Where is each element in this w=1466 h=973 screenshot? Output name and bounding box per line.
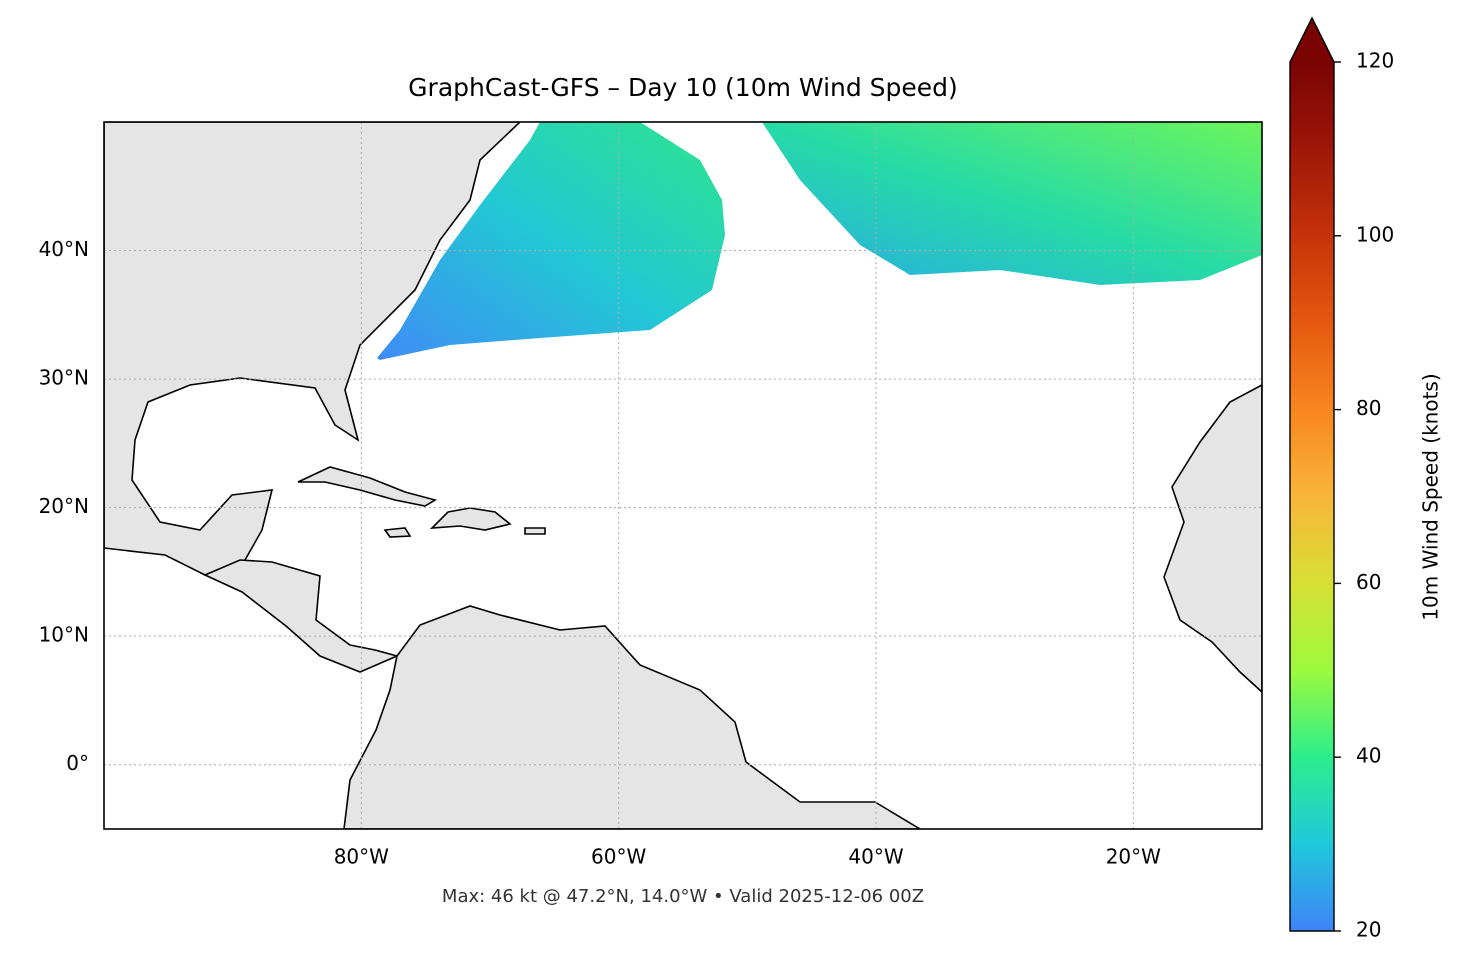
y-tick-label: 30°N [39, 366, 89, 390]
colorbar-outline [1289, 16, 1335, 932]
y-tick-label: 20°N [39, 494, 89, 518]
land-central-america [203, 559, 400, 673]
x-tick-label: 40°W [848, 845, 903, 869]
land-south-america [343, 605, 922, 829]
x-tick-label: 60°W [591, 845, 646, 869]
x-tick-label: 20°W [1106, 845, 1161, 869]
y-tick-label: 10°N [39, 623, 89, 647]
land-jamaica [383, 527, 412, 538]
colorbar-tick-label: 120 [1356, 49, 1394, 73]
land-africa [1163, 384, 1262, 694]
wind-field [762, 122, 1262, 285]
map-frame [103, 121, 1263, 830]
colorbar-tick-label: 40 [1356, 744, 1381, 768]
land-north-america [104, 122, 522, 576]
y-tick-label: 0° [66, 751, 89, 775]
chart-title: GraphCast-GFS – Day 10 (10m Wind Speed) [408, 73, 958, 102]
colorbar [1290, 62, 1334, 931]
colorbar-tick-label: 80 [1356, 396, 1381, 420]
colorbar-label: 10m Wind Speed (knots) [1419, 373, 1443, 620]
colorbar-tick-label: 100 [1356, 222, 1394, 246]
y-tick-label: 40°N [39, 237, 89, 261]
land-hispaniola [429, 507, 512, 531]
wind-field [377, 122, 725, 360]
map [104, 122, 1262, 829]
x-tick-label: 80°W [334, 845, 389, 869]
land-puerto-rico [524, 527, 546, 535]
footnote: Max: 46 kt @ 47.2°N, 14.0°W • Valid 2025… [442, 886, 924, 907]
colorbar-extension [1290, 18, 1334, 62]
colorbar-tick-label: 60 [1356, 570, 1381, 594]
colorbar-tick-label: 20 [1356, 918, 1381, 942]
land-cuba [297, 466, 438, 507]
